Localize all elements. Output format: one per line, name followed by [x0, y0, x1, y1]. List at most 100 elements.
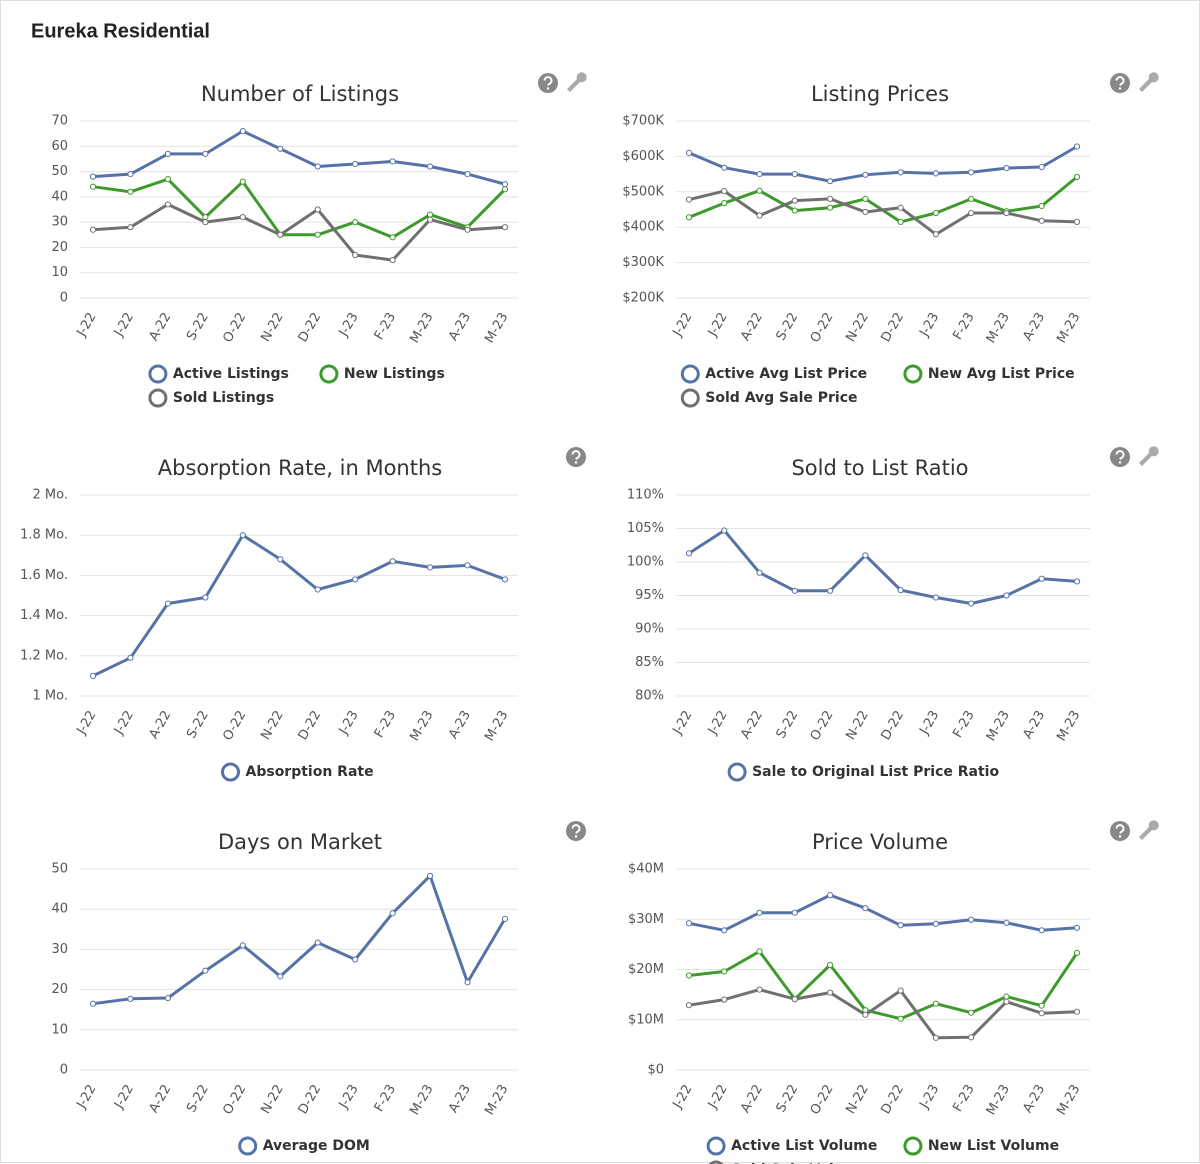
- data-point: [277, 231, 284, 238]
- y-tick-label: 50: [51, 862, 68, 877]
- series-line: [92, 202, 506, 262]
- data-point: [501, 576, 509, 583]
- series-line: [92, 177, 507, 239]
- help-icon[interactable]: [1110, 73, 1130, 93]
- y-tick-label: 1 Mo.: [33, 689, 68, 704]
- legend-label: Active Avg List Price: [705, 366, 867, 382]
- legend-item[interactable]: Absorption Rate: [221, 762, 374, 782]
- data-point: [721, 927, 728, 934]
- y-tick-label: 50: [51, 164, 68, 179]
- y-tick-label: 1.8 Mo.: [20, 528, 68, 543]
- data-point: [826, 989, 834, 996]
- data-point: [791, 207, 798, 214]
- data-point: [932, 920, 940, 927]
- settings-icon[interactable]: [1139, 446, 1159, 466]
- y-tick-label: 0: [60, 291, 68, 306]
- data-point: [756, 986, 763, 993]
- data-point: [932, 594, 940, 601]
- y-tick-label: $300K: [622, 255, 664, 270]
- settings-icon[interactable]: [567, 72, 587, 92]
- help-icon[interactable]: [566, 447, 586, 467]
- data-point: [968, 1034, 975, 1041]
- series-line: [688, 893, 1078, 932]
- legend-item[interactable]: Active Avg List Price: [680, 364, 867, 384]
- data-point: [826, 961, 834, 969]
- help-icon[interactable]: [566, 821, 586, 841]
- data-point: [897, 587, 904, 594]
- data-point: [932, 209, 940, 217]
- data-point: [239, 128, 246, 135]
- data-point: [89, 226, 97, 233]
- data-point: [1073, 218, 1081, 225]
- y-tick-label: 1.2 Mo.: [20, 648, 68, 663]
- legend-label: Sale to Original List Price Ratio: [752, 764, 999, 780]
- series-line: [688, 949, 1079, 1021]
- legend-item[interactable]: Average DOM: [238, 1136, 370, 1156]
- legend-item[interactable]: Sale to Original List Price Ratio: [727, 762, 999, 782]
- data-point: [426, 163, 434, 170]
- data-point: [685, 196, 693, 203]
- data-point: [202, 213, 209, 221]
- legend-label: Average DOM: [263, 1138, 370, 1154]
- legend-item[interactable]: New Listings: [319, 364, 445, 384]
- data-point: [164, 150, 172, 157]
- y-tick-label: 70: [51, 114, 68, 129]
- data-point: [89, 183, 97, 190]
- data-point: [1073, 143, 1081, 150]
- settings-icon[interactable]: [1139, 72, 1159, 92]
- help-icon[interactable]: [1110, 447, 1130, 467]
- legend-label: Absorption Rate: [246, 764, 374, 780]
- data-point: [1038, 217, 1045, 224]
- data-point: [1038, 202, 1045, 210]
- data-point: [389, 910, 396, 917]
- data-point: [164, 176, 172, 183]
- data-point: [389, 558, 396, 565]
- data-point: [352, 956, 359, 963]
- legend-item[interactable]: Active Listings: [148, 364, 289, 384]
- legend-marker: [148, 388, 168, 408]
- data-point: [1073, 173, 1081, 181]
- data-point: [685, 972, 693, 979]
- data-point: [314, 206, 321, 213]
- y-tick-label: 10: [51, 1022, 68, 1037]
- data-point: [968, 1009, 975, 1016]
- settings-icon[interactable]: [1139, 820, 1159, 840]
- legend-item[interactable]: Sold Avg Sale Price: [680, 388, 858, 408]
- legend-item[interactable]: New List Volume: [903, 1136, 1059, 1156]
- data-point: [426, 211, 434, 218]
- y-tick-label: 85%: [635, 655, 664, 670]
- data-point: [756, 171, 763, 178]
- y-tick-label: 100%: [627, 555, 664, 570]
- data-point: [314, 939, 321, 946]
- data-point: [932, 231, 940, 238]
- data-point: [756, 909, 763, 916]
- data-point: [862, 195, 869, 202]
- data-point: [1073, 924, 1081, 931]
- legend-item[interactable]: Active List Volume: [706, 1136, 877, 1156]
- y-tick-label: 1.6 Mo.: [20, 568, 68, 583]
- series-line: [688, 529, 1078, 605]
- help-icon[interactable]: [1110, 821, 1130, 841]
- legend-item[interactable]: New Avg List Price: [903, 364, 1075, 384]
- help-icon[interactable]: [538, 73, 558, 93]
- data-point: [426, 216, 434, 223]
- data-point: [826, 195, 834, 202]
- data-point: [897, 218, 904, 225]
- legend-item[interactable]: Sold Listings: [148, 388, 274, 408]
- data-point: [685, 214, 693, 221]
- data-point: [968, 600, 975, 607]
- data-point: [202, 150, 209, 157]
- y-tick-label: 20: [51, 982, 68, 997]
- data-point: [389, 234, 396, 241]
- data-point: [685, 149, 693, 156]
- data-point: [1003, 592, 1010, 599]
- data-point: [756, 948, 763, 955]
- data-point: [277, 145, 284, 152]
- data-point: [826, 204, 834, 211]
- data-point: [862, 552, 869, 559]
- series-line: [688, 988, 1078, 1040]
- data-point: [791, 197, 798, 204]
- data-point: [127, 188, 134, 195]
- data-point: [721, 527, 728, 534]
